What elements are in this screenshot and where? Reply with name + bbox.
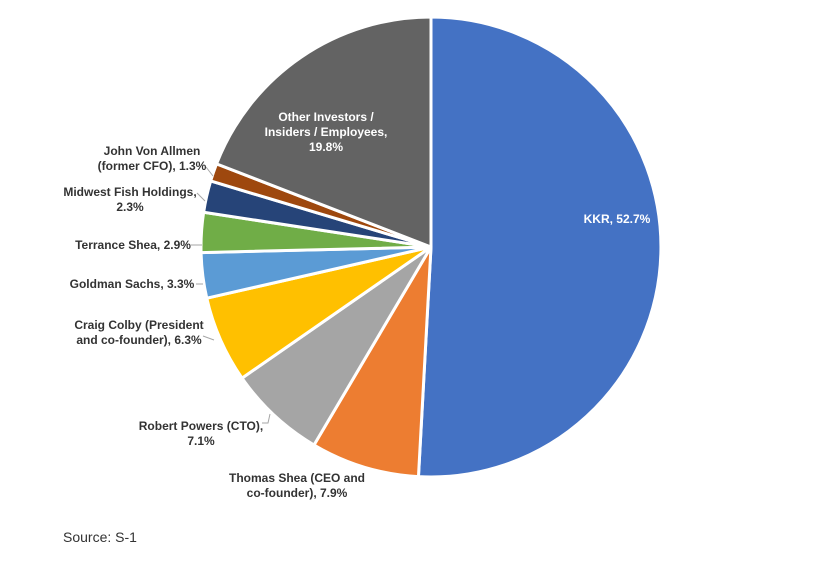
slice-label-line: John Von Allmen [104, 144, 201, 158]
slice-label-line: (former CFO), 1.3% [98, 159, 207, 173]
label-leader-lines [191, 166, 271, 424]
slice-labels: KKR, 52.7% Thomas Shea (CEO and co-founder… [63, 110, 650, 500]
slice-label-line: Robert Powers (CTO), [139, 419, 263, 433]
leader-line-robert-powers-cto [262, 413, 271, 424]
slice-label-thomas-shea-ceo-and-co-founder: Thomas Shea (CEO and co-founder), 7.9% [229, 471, 365, 500]
slice-label-john-von-allmen-former-cfo: John Von Allmen (former CFO), 1.3% [98, 144, 207, 173]
slice-label-line: Insiders / Employees, [265, 125, 388, 139]
slice-label-line: Other Investors / [278, 110, 374, 124]
leader-line-midwest-fish-holdings [196, 192, 206, 202]
slice-label-line: Goldman Sachs, 3.3% [70, 277, 195, 291]
slice-label-other-investors-insiders-employees: Other Investors / Insiders / Employees, 19… [265, 110, 388, 154]
slice-label-line: 19.8% [309, 140, 343, 154]
pie-slices [199, 15, 663, 479]
slice-label-terrance-shea: Terrance Shea, 2.9% [75, 238, 191, 252]
slice-label-line: Craig Colby (President [74, 318, 203, 332]
slice-label-midwest-fish-holdings: Midwest Fish Holdings, 2.3% [63, 185, 196, 214]
pie-slice-kkr [416, 15, 663, 479]
slice-label-line: and co-founder), 6.3% [76, 333, 202, 347]
slice-label-line: Thomas Shea (CEO and [229, 471, 365, 485]
slice-label-line: Terrance Shea, 2.9% [75, 238, 191, 252]
slice-label-line: co-founder), 7.9% [247, 486, 348, 500]
pie-slice-thomas-shea-ceo-and-co-founder [312, 245, 433, 479]
source-note: Source: S-1 [63, 529, 137, 545]
pie-slice-other-investors-insiders-employees [215, 15, 433, 249]
slice-label-line: KKR, 52.7% [584, 212, 651, 226]
leader-line-john-von-allmen-former-cfo [205, 166, 214, 177]
slice-label-line: 7.1% [187, 434, 215, 448]
slice-label-craig-colby-president-and-co-founder: Craig Colby (President and co-founder), 6… [74, 318, 203, 347]
leader-line-craig-colby-president-and-co-founder [202, 335, 215, 341]
slice-label-line: 2.3% [116, 200, 144, 214]
slice-label-line: Midwest Fish Holdings, [63, 185, 196, 199]
slice-label-goldman-sachs: Goldman Sachs, 3.3% [70, 277, 195, 291]
slice-label-robert-powers-cto: Robert Powers (CTO), 7.1% [139, 419, 263, 448]
slice-label-kkr: KKR, 52.7% [584, 212, 651, 226]
